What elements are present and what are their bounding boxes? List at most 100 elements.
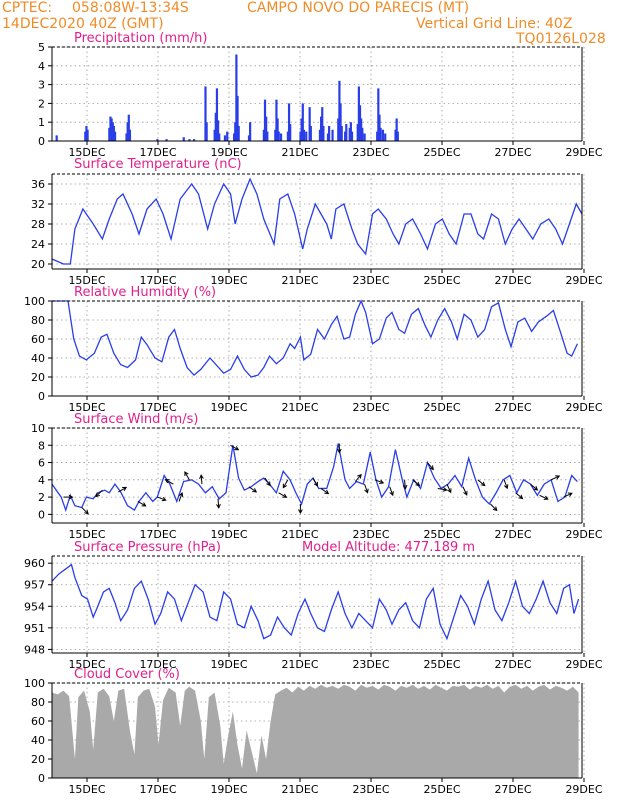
precip-bar [395, 118, 398, 141]
x-tick-label: 27DEC [494, 528, 531, 541]
wind-arrow [184, 471, 190, 481]
precip-bar [237, 125, 240, 141]
wind-arrow-shaft [282, 479, 289, 488]
wind-arrow-head [336, 448, 342, 454]
wind-arrow [446, 483, 452, 494]
wind-arrow-head [543, 495, 549, 500]
precip-bar [384, 133, 387, 141]
wind-arrow-shaft [165, 479, 174, 485]
wind-arrow [477, 479, 486, 487]
precip-bar [321, 107, 324, 141]
x-tick-label: 23DEC [352, 401, 389, 414]
precip-bar [363, 133, 366, 141]
wind-arrow-shaft [539, 494, 549, 500]
precip-bar [396, 131, 399, 141]
x-tick-label: 19DEC [210, 401, 247, 414]
precip-bar [249, 122, 252, 141]
wind-arrow-shaft [389, 486, 394, 496]
y-tick-label: 5 [38, 41, 45, 54]
precip-bar [233, 133, 236, 141]
precip-bar [204, 86, 207, 141]
x-tick-label: 27DEC [494, 146, 531, 159]
precip-bar [379, 127, 382, 141]
y-tick-label: 1 [38, 116, 45, 129]
precip-bar [165, 139, 168, 141]
x-tick-label: 23DEC [352, 783, 389, 796]
vertical-grid-note: Vertical Grid Line: 40Z [416, 16, 573, 32]
y-tick-label: 100 [24, 677, 45, 690]
precip-bar [378, 114, 381, 141]
x-tick-label: 21DEC [281, 401, 318, 414]
y-tick-label: 957 [24, 579, 45, 592]
wind-arrow [118, 486, 128, 493]
wind-arrow [490, 503, 498, 512]
precip-bar [349, 122, 352, 141]
precip-bar [322, 125, 325, 141]
precip-bar [109, 116, 112, 141]
wind-arrow-shaft [374, 479, 384, 484]
y-tick-label: 8 [38, 439, 45, 452]
precip-bar [326, 133, 330, 141]
series-line [51, 563, 580, 641]
wind-arrow-shaft [563, 492, 573, 498]
wind-arrow [81, 507, 89, 515]
x-tick-label: 23DEC [352, 528, 389, 541]
precip-bar [381, 129, 385, 141]
wind-arrow [530, 483, 539, 491]
precip-bar [286, 131, 290, 141]
precip-bar [357, 86, 360, 141]
precip-bar [263, 99, 267, 141]
x-tick-label: 25DEC [423, 783, 460, 796]
wind-arrow-head [533, 486, 539, 491]
wind-arrow-shaft [178, 492, 183, 502]
precip-bar [218, 133, 221, 141]
precip-bar [302, 129, 306, 141]
y-tick-label: 0 [38, 508, 45, 521]
station-name: CAMPO NOVO DO PARECIS (MT) [247, 0, 470, 16]
wind-arrow-shaft [462, 486, 468, 496]
wind-arrow-head [389, 491, 394, 497]
series-line [51, 177, 583, 265]
y-tick-label: 6 [38, 457, 45, 470]
y-tick-label: 20 [31, 371, 45, 384]
wind-arrow-head [184, 471, 189, 477]
y-tick-label: 0 [38, 772, 45, 785]
wind-arrow [336, 443, 342, 454]
panel-title: Relative Humidity (%) [74, 285, 216, 300]
panel-subtitle: Model Altitude: 477.189 m [302, 540, 475, 555]
precip-bar [338, 80, 341, 141]
wind-arrow [320, 488, 330, 495]
wind-arrow-head [252, 488, 258, 493]
y-tick-label: 24 [31, 238, 45, 251]
wind-arrow-shaft [278, 492, 287, 498]
wind-arrow [248, 486, 258, 493]
precip-bar [213, 129, 216, 141]
precip-bar [299, 131, 302, 141]
precip-bar [289, 124, 292, 141]
wind-arrow-head [95, 492, 100, 498]
x-tick-label: 17DEC [139, 401, 176, 414]
wind-arrow-head [178, 491, 184, 497]
wind-arrow-head [324, 489, 330, 495]
wind-arrow-head [567, 492, 573, 497]
wind-arrow-shaft [137, 500, 146, 507]
precip-bar [262, 129, 265, 141]
y-tick-label: 20 [31, 753, 45, 766]
wind-arrow [539, 494, 549, 500]
precip-bar [277, 131, 280, 141]
y-tick-label: 2 [38, 97, 45, 110]
y-tick-label: 100 [24, 295, 45, 308]
wind-arrow-shaft [217, 498, 220, 508]
precip-bar [356, 124, 359, 141]
wind-arrow-head [164, 479, 170, 484]
precip-bar [328, 125, 331, 141]
precip-bar [358, 105, 362, 141]
station-coordinates: 058:08W-13:34S [72, 0, 189, 16]
precip-bar [377, 88, 380, 141]
wind-arrow [199, 474, 204, 485]
x-tick-label: 27DEC [494, 401, 531, 414]
wind-arrow-head [447, 488, 452, 494]
wind-arrow-shaft [503, 479, 508, 489]
wind-arrow-shaft [530, 483, 538, 491]
